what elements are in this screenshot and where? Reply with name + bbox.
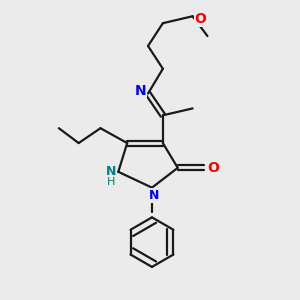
Text: N: N [134, 84, 146, 98]
Text: N: N [149, 189, 159, 202]
Text: H: H [107, 177, 116, 187]
Text: O: O [195, 12, 206, 26]
Text: N: N [106, 165, 116, 178]
Text: O: O [208, 161, 219, 175]
